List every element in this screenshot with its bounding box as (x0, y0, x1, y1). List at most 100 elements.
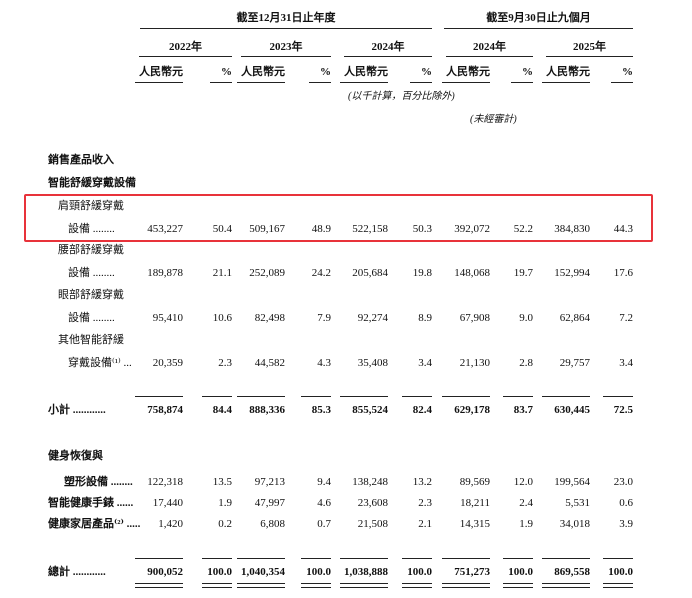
cell-value: 758,874 (147, 404, 183, 416)
cell-value: 20,359 (152, 357, 183, 369)
cell-value: 7.9 (317, 312, 331, 324)
row-label: 眼部舒緩穿戴 (58, 289, 124, 301)
rule (503, 587, 533, 588)
cell-value: 17,440 (152, 497, 183, 509)
cell-value: 189,878 (147, 267, 183, 279)
cell-value: 84.4 (212, 404, 232, 416)
rule (402, 583, 432, 584)
row-label: 塑形設備 ........ (64, 476, 133, 488)
rule (202, 396, 232, 397)
unit-header: % (522, 66, 533, 78)
row-label: 設備 ........ (68, 312, 115, 324)
year-header: 2024年 (473, 41, 506, 53)
cell-value: 4.6 (317, 497, 331, 509)
cell-value: 122,318 (147, 476, 183, 488)
cell-value: 92,274 (357, 312, 388, 324)
cell-value: 3.4 (418, 357, 432, 369)
cell-value: 12.0 (513, 476, 533, 488)
rule (237, 82, 285, 83)
cell-value: 83.7 (513, 404, 533, 416)
cell-value: 199,564 (554, 476, 590, 488)
cell-value: 855,524 (352, 404, 388, 416)
period-header: 截至12月31日止年度 (236, 12, 336, 24)
cell-value: 35,408 (357, 357, 388, 369)
cell-value: 3.9 (619, 518, 633, 530)
cell-value: 62,864 (559, 312, 590, 324)
cell-value: 9.0 (519, 312, 533, 324)
rule (135, 82, 183, 83)
cell-value: 900,052 (147, 566, 183, 578)
row-label: 設備 ........ (68, 267, 115, 279)
cell-value: 34,018 (559, 518, 590, 530)
cell-value: 100.0 (306, 566, 331, 578)
year-header: 2024年 (371, 41, 405, 53)
cell-value: 888,336 (249, 404, 285, 416)
cell-value: 509,167 (249, 223, 285, 235)
cell-value: 1,038,888 (344, 566, 388, 578)
row-label: 小計 ............ (48, 404, 106, 416)
cell-value: 97,213 (254, 476, 285, 488)
cell-value: 52.2 (513, 223, 533, 235)
rule (301, 587, 331, 588)
rule (442, 587, 490, 588)
unit-header: % (622, 66, 633, 78)
cell-value: 8.9 (418, 312, 432, 324)
unit-header: 人民幣元 (546, 66, 590, 78)
rule (237, 558, 285, 559)
year-header: 2025年 (573, 41, 606, 53)
row-label: 肩頸舒緩穿戴 (58, 200, 124, 212)
cell-value: 1,040,354 (241, 566, 285, 578)
rule (301, 396, 331, 397)
cell-value: 50.3 (412, 223, 432, 235)
unit-header: % (421, 66, 432, 78)
row-label: 健康家居產品⁽²⁾ ..... (48, 518, 141, 530)
cell-value: 24.2 (311, 267, 331, 279)
rule (542, 583, 590, 584)
rule (603, 558, 633, 559)
cell-value: 100.0 (508, 566, 533, 578)
cell-value: 21.1 (212, 267, 232, 279)
cell-value: 19.7 (513, 267, 533, 279)
cell-value: 44.3 (613, 223, 633, 235)
cell-value: 4.3 (317, 357, 331, 369)
rule (140, 28, 432, 29)
cell-value: 100.0 (608, 566, 633, 578)
cell-value: 1.9 (218, 497, 232, 509)
cell-value: 21,130 (459, 357, 490, 369)
cell-value: 7.2 (619, 312, 633, 324)
rule (444, 28, 633, 29)
cell-value: 18,211 (460, 497, 490, 509)
rule (442, 583, 490, 584)
rule (410, 82, 432, 83)
cell-value: 252,089 (249, 267, 285, 279)
rule (135, 396, 183, 397)
cell-value: 29,757 (559, 357, 590, 369)
cell-value: 10.6 (212, 312, 232, 324)
rule (546, 56, 633, 57)
unit-header: % (221, 66, 232, 78)
rule (237, 396, 285, 397)
row-label: 智能舒緩穿戴設備 (48, 177, 136, 189)
rule (340, 583, 388, 584)
rule (301, 583, 331, 584)
cell-value: 2.3 (418, 497, 432, 509)
cell-value: 14,315 (459, 518, 490, 530)
year-header: 2022年 (169, 41, 202, 53)
rule (202, 587, 232, 588)
row-label: 銷售產品收入 (48, 154, 114, 166)
rule (139, 56, 232, 57)
rule (135, 583, 183, 584)
rule (340, 558, 388, 559)
cell-value: 95,410 (152, 312, 183, 324)
rule (542, 396, 590, 397)
rule (542, 82, 590, 83)
rule (611, 82, 633, 83)
cell-value: 23.0 (613, 476, 633, 488)
row-label: 智能健康手錶 ...... (48, 497, 134, 509)
rule (603, 583, 633, 584)
rule (542, 587, 590, 588)
rule (402, 396, 432, 397)
rule (135, 587, 183, 588)
note: (未經審計) (470, 114, 517, 125)
